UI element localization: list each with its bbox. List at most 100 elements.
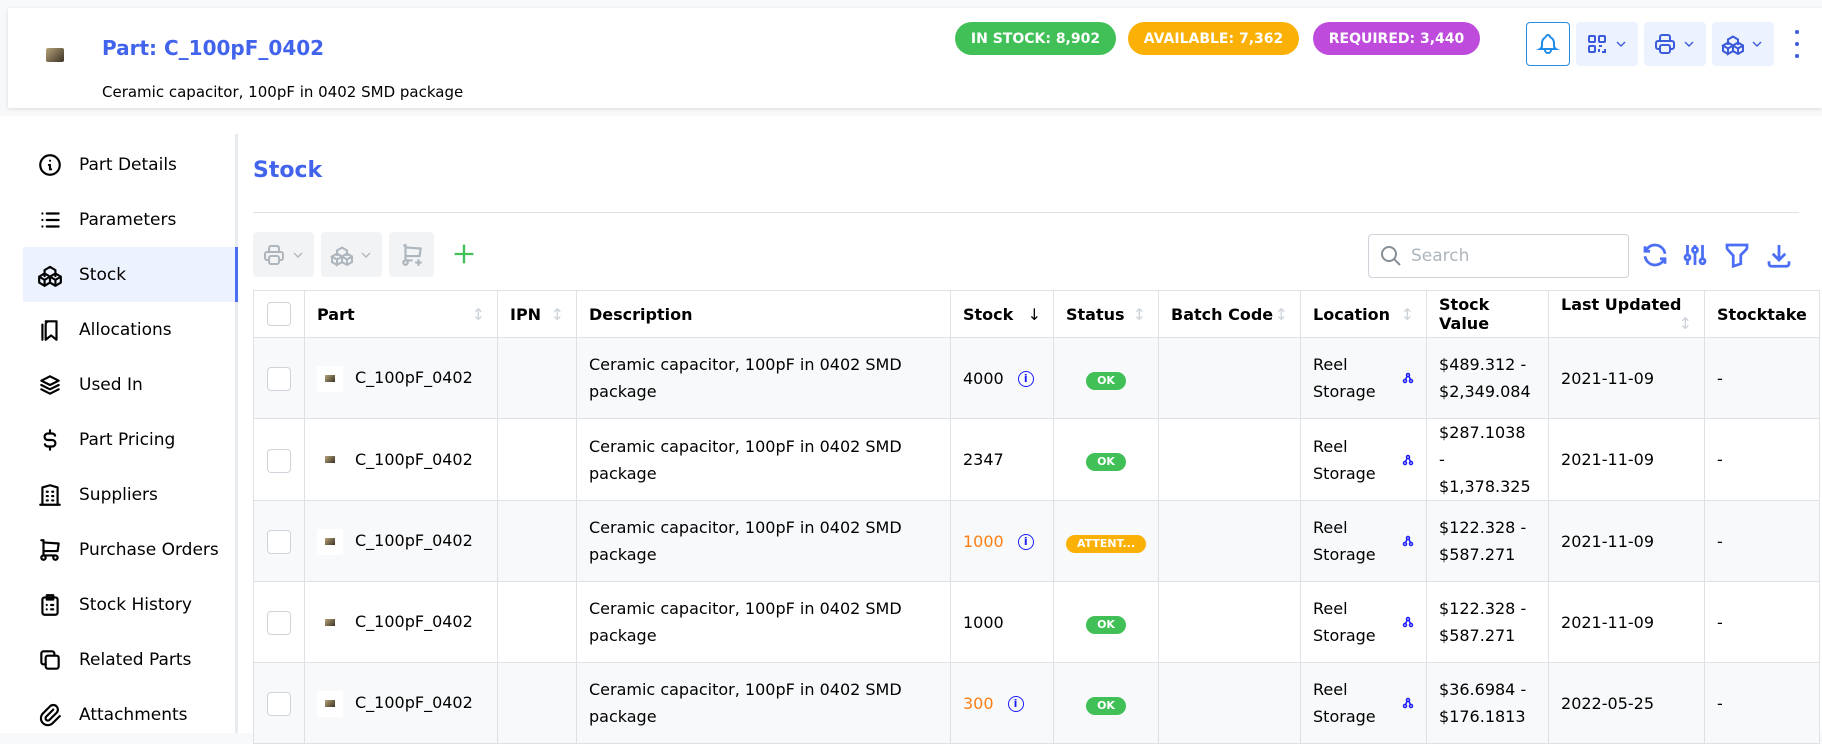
info-icon[interactable]: i (1017, 371, 1034, 387)
part-cell[interactable]: C_100pF_0402 (304, 418, 498, 501)
description-cell: Ceramic capacitor, 100pF in 0402 SMD pac… (576, 581, 951, 663)
sidebar-item-stock-history[interactable]: Stock History (23, 577, 238, 632)
sort-icon[interactable]: ↕ (1678, 314, 1693, 333)
sidebar-item-part-details[interactable]: Part Details (23, 137, 238, 192)
stock-value-cell: $287.1038 - $1,378.325 (1426, 418, 1550, 501)
part-cell[interactable]: C_100pF_0402 (304, 500, 498, 582)
sidebar-item-related-parts[interactable]: Related Parts (23, 632, 238, 687)
column-header-ipn[interactable]: IPN ↕ (497, 290, 577, 338)
part-header: Part: C_100pF_0402 Ceramic capacitor, 10… (8, 8, 1822, 108)
batch-code-cell (1158, 337, 1302, 419)
table-row[interactable]: C_100pF_0402 Ceramic capacitor, 100pF in … (253, 500, 1820, 582)
location-cell[interactable]: Reel Storage (1300, 500, 1428, 582)
column-header-stock[interactable]: Stock ↓ (950, 290, 1054, 338)
location-cell[interactable]: Reel Storage (1300, 337, 1428, 419)
print-labels-button[interactable] (253, 232, 314, 277)
sidebar-item-label: Part Pricing (79, 429, 176, 450)
filter-icon[interactable] (1722, 240, 1752, 270)
sidebar-item-label: Stock History (79, 594, 192, 615)
part-cell[interactable]: C_100pF_0402 (304, 337, 498, 419)
sort-desc-icon[interactable]: ↓ (1027, 304, 1041, 324)
column-header-location[interactable]: Location ↕ (1300, 290, 1428, 338)
last-updated-cell: 2022-05-25 (1548, 662, 1706, 744)
add-stock-button[interactable] (450, 240, 478, 268)
sidebar-item-suppliers[interactable]: Suppliers (23, 467, 238, 522)
table-row[interactable]: C_100pF_0402 Ceramic capacitor, 100pF in … (253, 418, 1820, 501)
status-badge: ATTENT... (1066, 534, 1147, 553)
sitemap-icon[interactable] (1402, 372, 1414, 384)
column-header-batch-code[interactable]: Batch Code ↕ (1158, 290, 1302, 338)
last-updated-cell: 2021-11-09 (1548, 418, 1706, 501)
sidebar-item-used-in[interactable]: Used In (23, 357, 238, 412)
printer-icon (263, 244, 284, 265)
sidebar-item-parameters[interactable]: Parameters (23, 192, 238, 247)
sort-icon[interactable]: ↕ (471, 304, 485, 324)
row-checkbox[interactable] (267, 530, 291, 554)
location-cell[interactable]: Reel Storage (1300, 662, 1428, 744)
sitemap-icon[interactable] (1402, 454, 1414, 466)
sidebar-item-purchase-orders[interactable]: Purchase Orders (23, 522, 238, 577)
column-header-stocktake: Stocktake (1704, 290, 1820, 338)
adjustments-icon[interactable] (1680, 240, 1710, 270)
sidebar-item-allocations[interactable]: Allocations (23, 302, 238, 357)
print-menu-button[interactable] (1644, 22, 1706, 66)
status-badge: OK (1086, 615, 1126, 634)
sitemap-icon[interactable] (1402, 535, 1414, 547)
ipn-cell (497, 500, 577, 582)
part-thumbnail (317, 690, 343, 717)
part-cell[interactable]: C_100pF_0402 (304, 662, 498, 744)
sidebar-item-label: Allocations (79, 319, 172, 340)
required-badge: REQUIRED: 3,440 (1313, 22, 1480, 55)
sort-icon[interactable]: ↕ (1274, 304, 1289, 324)
part-thumbnail (317, 609, 343, 636)
sidebar-item-label: Purchase Orders (79, 539, 219, 560)
row-checkbox[interactable] (267, 611, 291, 635)
column-header-last-updated[interactable]: Last Updated ↕ (1548, 290, 1706, 338)
info-icon[interactable]: i (1017, 534, 1034, 550)
sidebar-item-label: Related Parts (79, 649, 192, 670)
table-row[interactable]: C_100pF_0402 Ceramic capacitor, 100pF in … (253, 337, 1820, 419)
notification-button[interactable] (1526, 22, 1570, 66)
order-parts-button[interactable] (389, 232, 434, 277)
info-icon[interactable]: i (1007, 696, 1024, 712)
sitemap-icon[interactable] (1402, 616, 1414, 628)
select-all-checkbox[interactable] (267, 302, 291, 326)
refresh-icon[interactable] (1640, 240, 1670, 270)
table-row[interactable]: C_100pF_0402 Ceramic capacitor, 100pF in … (253, 662, 1820, 744)
column-header-part[interactable]: Part ↕ (304, 290, 498, 338)
row-checkbox[interactable] (267, 692, 291, 716)
table-row[interactable]: C_100pF_0402 Ceramic capacitor, 100pF in … (253, 581, 1820, 663)
part-pricing-icon (43, 428, 57, 451)
batch-code-cell (1158, 662, 1302, 744)
barcode-menu-button[interactable] (1576, 22, 1638, 66)
stock-value-cell: $36.6984 - $176.1813 (1426, 662, 1550, 744)
sidebar-item-label: Suppliers (79, 484, 158, 505)
column-header-status[interactable]: Status ↕ (1052, 290, 1160, 338)
location-cell[interactable]: Reel Storage (1300, 418, 1428, 501)
stock-operations-button[interactable] (321, 232, 382, 277)
sort-icon[interactable]: ↕ (550, 304, 564, 324)
chevron-down-icon (1616, 41, 1626, 47)
search-field[interactable] (1368, 234, 1629, 278)
cart-plus-icon (401, 243, 422, 266)
sort-icon[interactable]: ↕ (1132, 304, 1147, 324)
part-cell[interactable]: C_100pF_0402 (304, 581, 498, 663)
chevron-down-icon (1684, 41, 1694, 47)
row-checkbox[interactable] (267, 367, 291, 391)
sidebar-item-attachments[interactable]: Attachments (23, 687, 238, 742)
last-updated-cell: 2021-11-09 (1548, 500, 1706, 582)
sidebar-item-part-pricing[interactable]: Part Pricing (23, 412, 238, 467)
location-cell[interactable]: Reel Storage (1300, 581, 1428, 663)
row-checkbox[interactable] (267, 448, 291, 473)
sidebar-item-label: Attachments (79, 704, 188, 725)
stock-actions-button[interactable] (1712, 22, 1774, 66)
sitemap-icon[interactable] (1402, 697, 1414, 709)
description-cell: Ceramic capacitor, 100pF in 0402 SMD pac… (576, 337, 951, 419)
search-input[interactable] (1411, 246, 1611, 266)
download-icon[interactable] (1764, 240, 1794, 270)
more-options-button[interactable] (1790, 30, 1804, 58)
status-cell: ATTENT... (1052, 500, 1160, 582)
sidebar-item-stock[interactable]: Stock (23, 247, 238, 302)
allocations-icon (41, 319, 58, 341)
sort-icon[interactable]: ↕ (1400, 304, 1415, 324)
